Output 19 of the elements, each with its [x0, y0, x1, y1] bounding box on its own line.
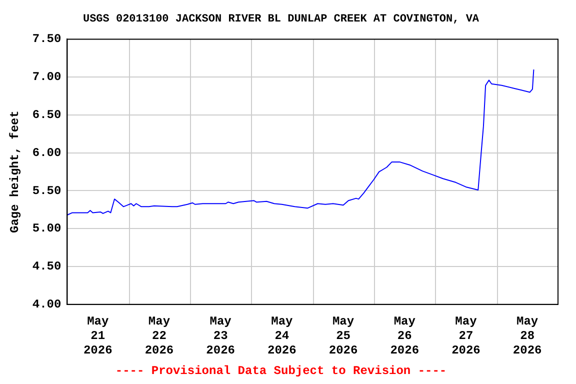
- x-tick-label: May 28 2026: [512, 314, 542, 358]
- y-tick-label: 4.50: [32, 260, 62, 274]
- x-tick-label: May 25 2026: [328, 314, 358, 358]
- x-tick-label: May 24 2026: [268, 314, 296, 358]
- chart-title: USGS 02013100 JACKSON RIVER BL DUNLAP CREEK AT COVINGTON, VA: [82, 13, 480, 26]
- x-tick-label: May 22 2026: [144, 314, 174, 358]
- x-tick-label: May 23 2026: [206, 314, 235, 358]
- y-tick-label: 5.00: [32, 222, 62, 236]
- x-tick-label: May 26 2026: [390, 314, 420, 358]
- y-axis-title: Gage height, feet: [8, 110, 22, 234]
- text: ---- Provisional Data Subject to Revision ----: [115, 364, 447, 378]
- y-tick-label: 4.00: [32, 297, 62, 312]
- y-tick-label: 6.00: [32, 146, 62, 160]
- y-tick-label: 7.00: [32, 70, 62, 84]
- x-tick-label: May 27 2026: [452, 314, 480, 358]
- y-tick-label: 5.50: [32, 184, 62, 198]
- y-tick-label: 6.50: [32, 108, 62, 122]
- x-tick-label: May 21 2026: [83, 314, 112, 358]
- y-tick-label: 7.50: [32, 32, 62, 46]
